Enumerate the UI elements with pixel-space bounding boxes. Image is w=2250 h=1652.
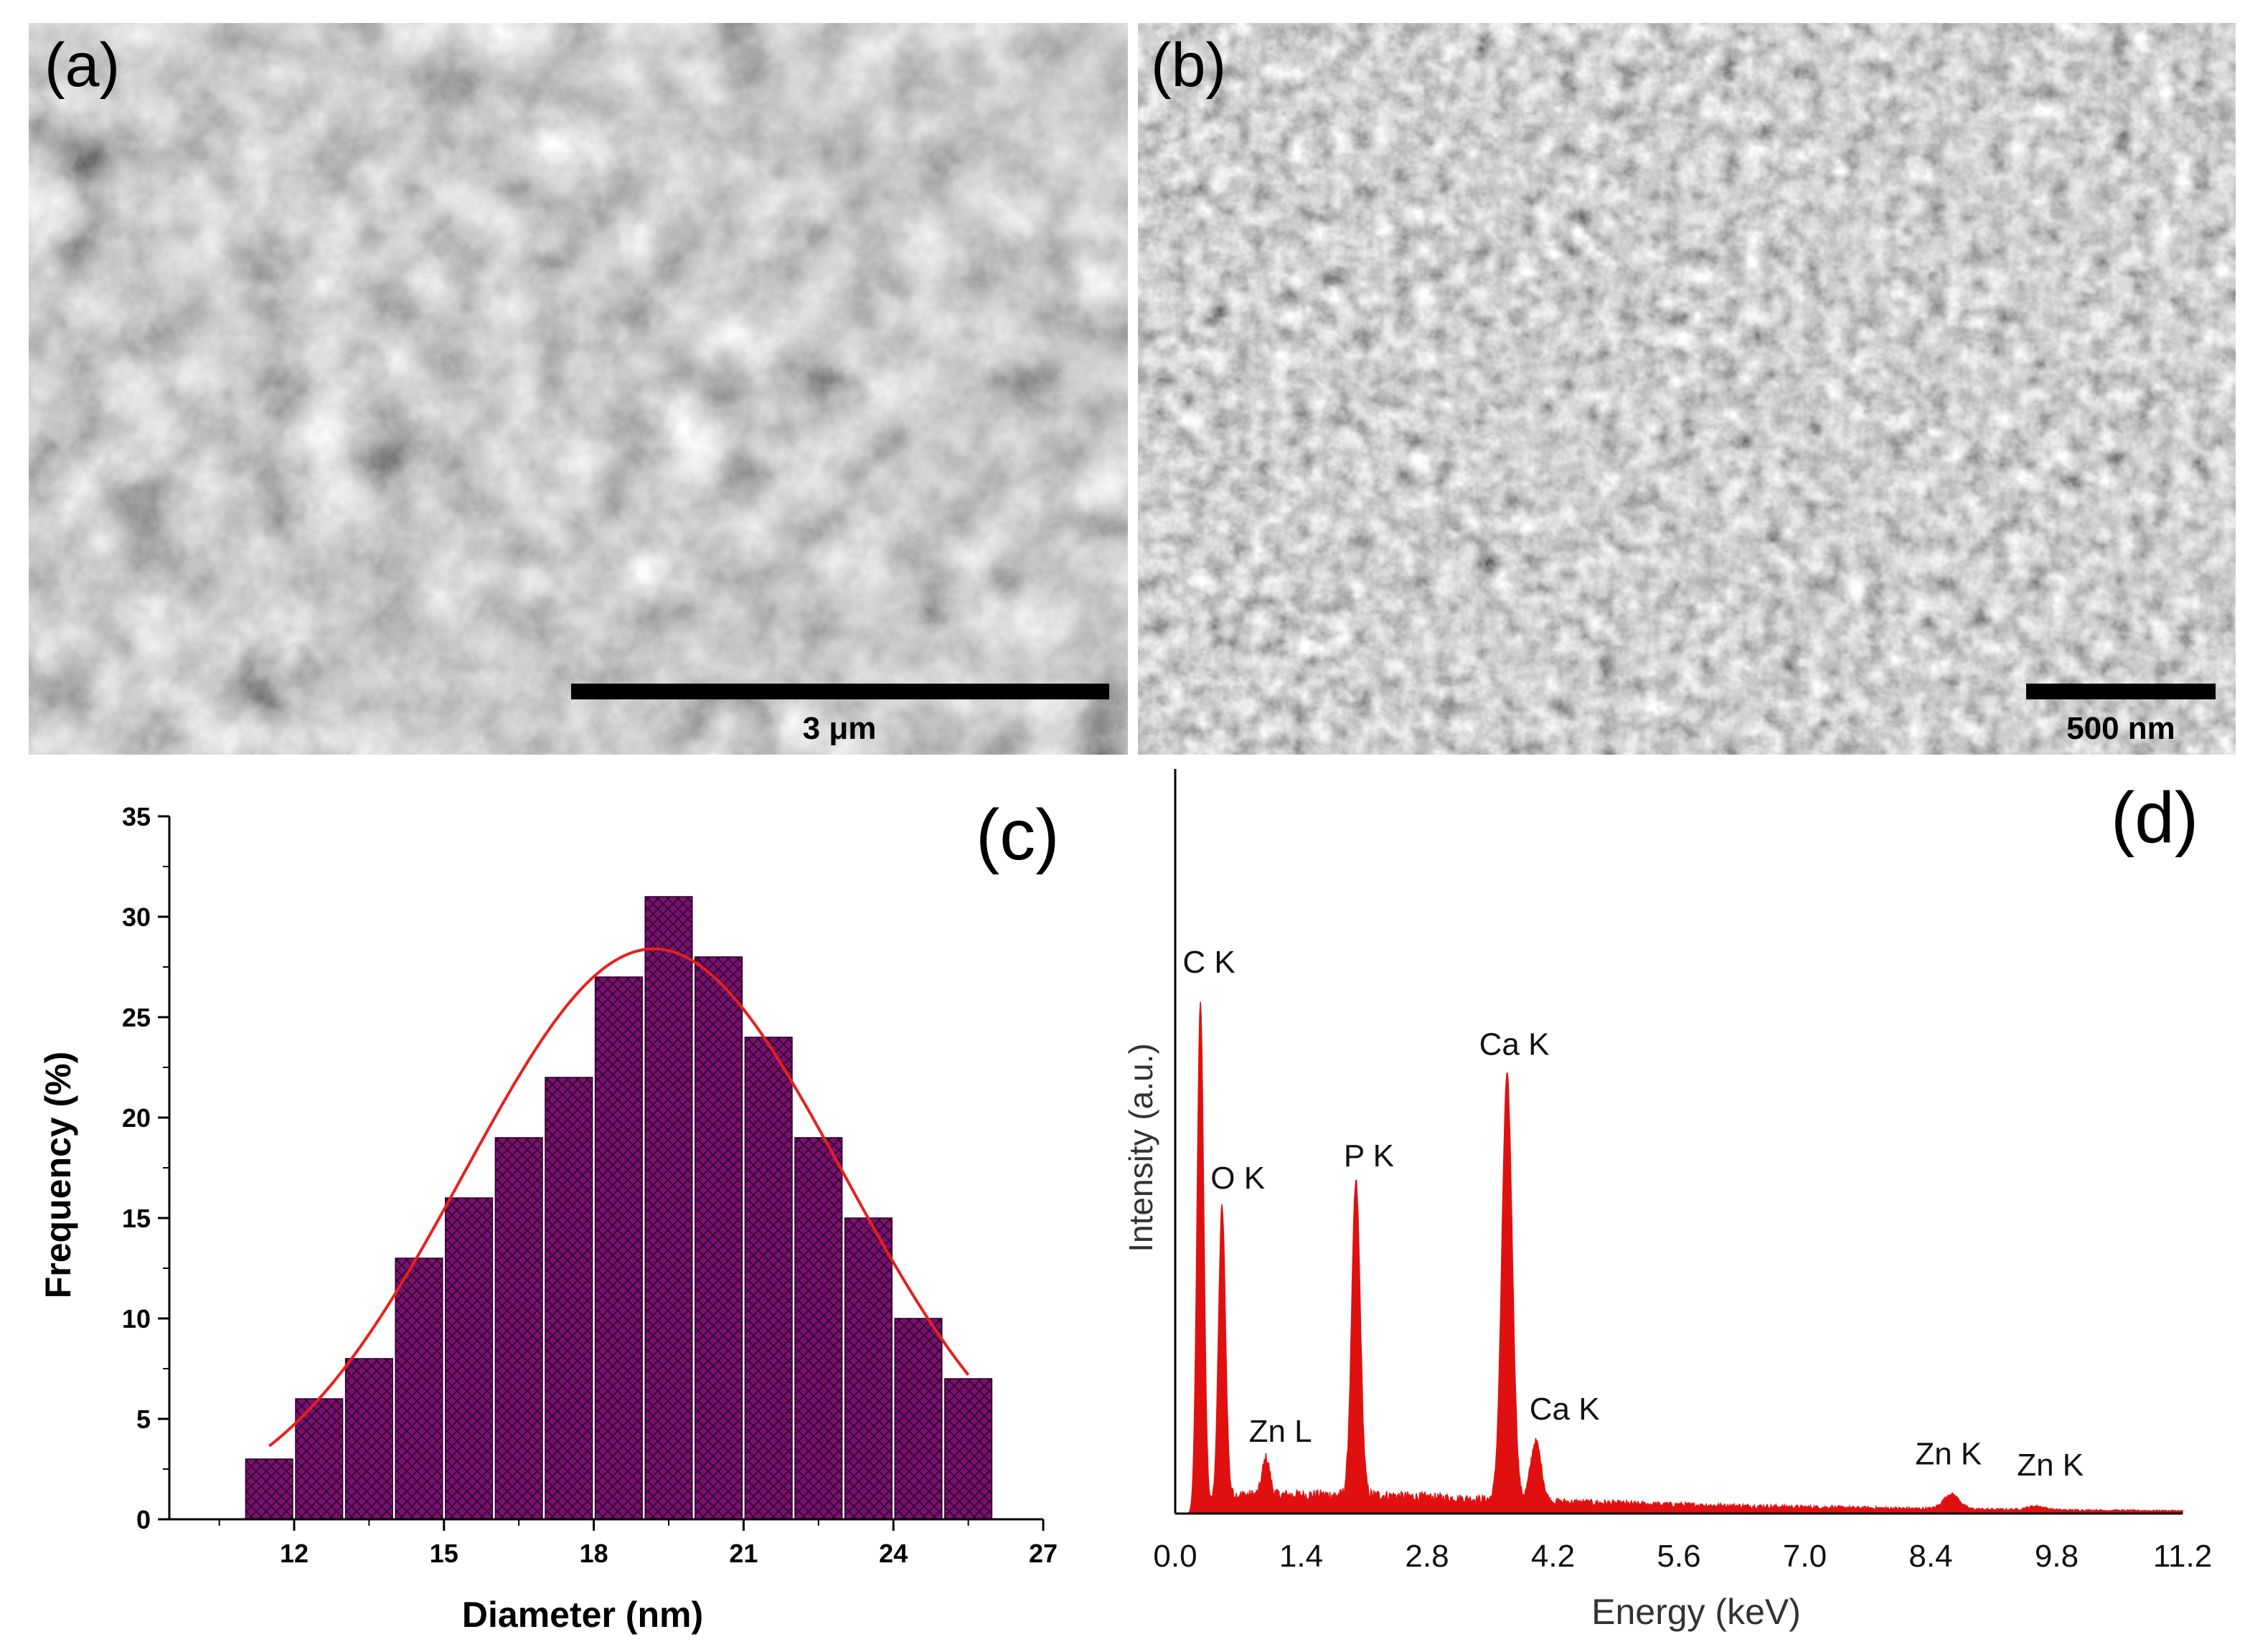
histogram-bar <box>445 1197 494 1520</box>
histogram-bar <box>695 956 743 1520</box>
y-tick-label: 20 <box>122 1103 151 1133</box>
peak-label: Zn K <box>2017 1448 2084 1483</box>
x-axis-title: Energy (keV) <box>1591 1592 1801 1632</box>
scale-bar-label-b: 500 nm <box>2066 711 2175 746</box>
panel-label-a: (a) <box>44 31 120 100</box>
x-tick-label: 27 <box>1029 1539 1058 1568</box>
x-tick-label: 5.6 <box>1657 1539 1700 1574</box>
scale-bar-a <box>571 684 1109 699</box>
histogram-bar <box>944 1378 993 1520</box>
x-tick-label: 1.4 <box>1279 1539 1323 1574</box>
y-axis-title: Frequency (%) <box>38 1052 78 1299</box>
scale-bar-b <box>2026 684 2216 699</box>
y-tick-label: 35 <box>122 802 151 831</box>
x-tick-label: 8.4 <box>1908 1539 1952 1574</box>
y-tick-label: 10 <box>122 1304 151 1334</box>
histogram-bar <box>894 1318 943 1520</box>
x-tick-label: 15 <box>430 1539 458 1568</box>
y-tick-label: 0 <box>136 1505 151 1534</box>
eds-spectrum-line <box>1175 1001 2183 1514</box>
x-tick-label: 9.8 <box>2035 1539 2079 1574</box>
histogram-bar <box>494 1137 543 1520</box>
scale-bar-label-a: 3 μm <box>803 711 877 746</box>
y-tick-label: 30 <box>122 902 151 932</box>
peak-label: O K <box>1210 1161 1265 1196</box>
y-tick-label: 15 <box>122 1204 151 1233</box>
panel-a: (a) 3 μm <box>29 23 1128 755</box>
histogram-bar <box>594 976 643 1520</box>
x-tick-label: 4.2 <box>1531 1539 1575 1574</box>
histogram-bar <box>844 1217 893 1520</box>
gaussian-fit-line <box>268 947 970 1448</box>
y-tick-label: 5 <box>136 1405 151 1434</box>
peak-label: Ca K <box>1479 1026 1550 1062</box>
histogram-bar <box>744 1037 793 1520</box>
peak-label: P K <box>1344 1138 1394 1174</box>
panel-b: (b) 500 nm <box>1138 23 2236 755</box>
eds-spectrum-chart: (d) 0.0 1.4 2.8 4.2 5.6 7.0 8.4 9.8 11.2 C K O K Z… <box>1122 769 2212 1632</box>
histogram-bar <box>395 1257 443 1520</box>
x-tick-label: 11.2 <box>2153 1539 2212 1574</box>
x-tick-label: 24 <box>879 1539 908 1568</box>
x-tick-label: 18 <box>580 1539 608 1568</box>
panel-label-b: (b) <box>1151 31 1226 100</box>
peak-label: Zn K <box>1915 1436 1982 1471</box>
sem-image-b <box>1138 23 2236 755</box>
sem-image-a <box>29 23 1128 755</box>
histogram-bar <box>545 1077 593 1520</box>
x-tick-label: 12 <box>280 1539 309 1568</box>
histogram-bar <box>245 1458 293 1520</box>
y-tick-label: 25 <box>122 1003 151 1032</box>
histogram-chart: (c) 12 15 18 21 24 27 0 5 10 15 20 25 30 35 Diameter … <box>38 795 1060 1635</box>
x-tick-label: 7.0 <box>1783 1539 1827 1574</box>
peak-label: Ca K <box>1530 1392 1600 1427</box>
x-tick-label: 21 <box>729 1539 758 1568</box>
panel-label-c: (c) <box>976 795 1060 875</box>
peak-label: C K <box>1182 945 1235 980</box>
histogram-bar <box>794 1137 843 1520</box>
peak-label: Zn L <box>1249 1414 1312 1449</box>
histogram-bar <box>644 896 693 1520</box>
x-tick-label: 0.0 <box>1153 1539 1197 1574</box>
x-tick-label: 2.8 <box>1405 1539 1449 1574</box>
x-axis-title: Diameter (nm) <box>462 1595 703 1635</box>
histogram-bar <box>295 1398 344 1520</box>
histogram-bar <box>344 1358 393 1520</box>
panel-label-d: (d) <box>2111 778 2198 858</box>
y-axis-title: Intensity (a.u.) <box>1122 1043 1159 1252</box>
